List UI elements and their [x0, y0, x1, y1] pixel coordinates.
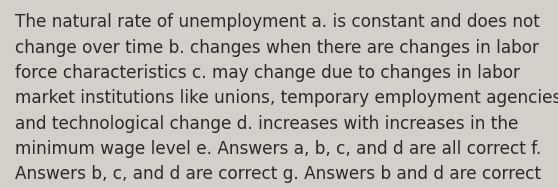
Text: The natural rate of unemployment a. is constant and does not: The natural rate of unemployment a. is c…: [15, 13, 540, 31]
Text: force characteristics c. may change due to changes in labor: force characteristics c. may change due …: [15, 64, 520, 82]
Text: and technological change d. increases with increases in the: and technological change d. increases wi…: [15, 115, 518, 133]
Text: minimum wage level e. Answers a, b, c, and d are all correct f.: minimum wage level e. Answers a, b, c, a…: [15, 140, 541, 158]
Text: Answers b, c, and d are correct g. Answers b and d are correct: Answers b, c, and d are correct g. Answe…: [15, 165, 541, 183]
Text: change over time b. changes when there are changes in labor: change over time b. changes when there a…: [15, 39, 539, 57]
Text: market institutions like unions, temporary employment agencies,: market institutions like unions, tempora…: [15, 89, 558, 107]
